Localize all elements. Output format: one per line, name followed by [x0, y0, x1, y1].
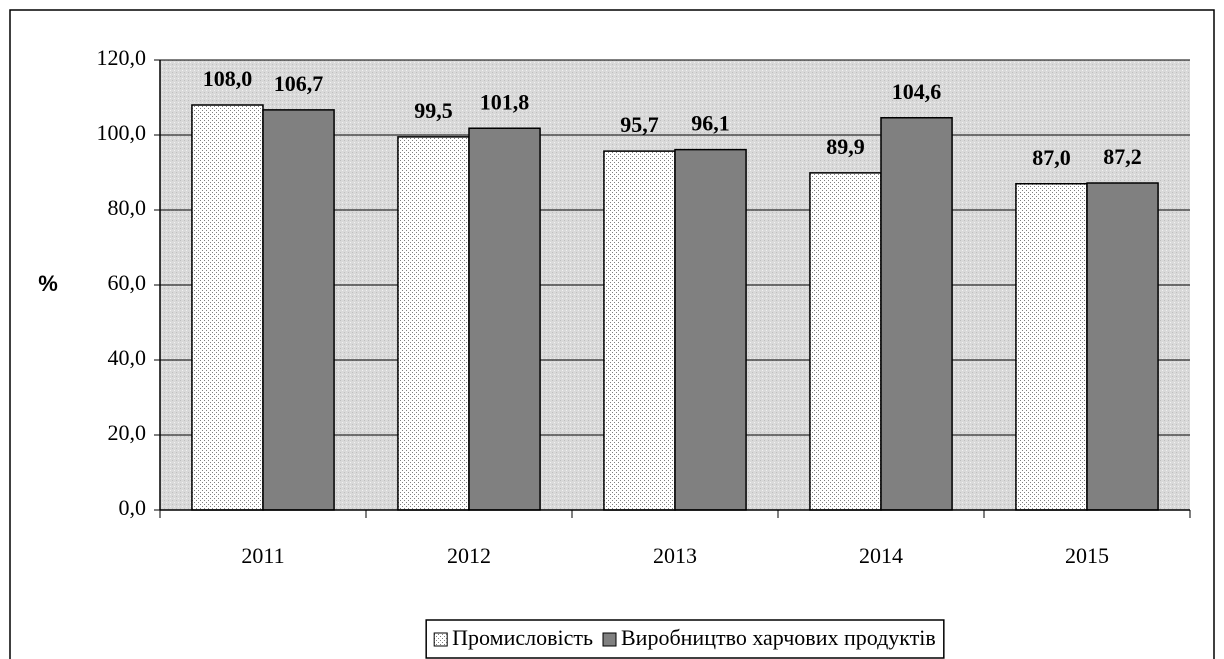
legend-label: Промисловість: [452, 625, 593, 650]
bar: [674, 148, 747, 511]
legend-swatch: [433, 632, 448, 647]
data-label: 96,1: [691, 111, 730, 136]
x-tick-label: 2015: [1065, 543, 1109, 568]
bar: [809, 172, 882, 511]
y-tick-label: 60,0: [108, 270, 147, 295]
data-label: 95,7: [620, 112, 659, 137]
bar: [1086, 182, 1159, 511]
bar: [191, 104, 264, 511]
x-tick-label: 2011: [241, 543, 284, 568]
data-label: 104,6: [892, 79, 942, 104]
y-tick-label: 100,0: [97, 120, 147, 145]
legend-box: [425, 619, 945, 659]
y-tick-label: 80,0: [108, 195, 147, 220]
x-tick-label: 2013: [653, 543, 697, 568]
bar: [880, 117, 953, 511]
data-label: 106,7: [274, 71, 324, 96]
y-axis-label: %: [38, 271, 58, 296]
y-tick-label: 20,0: [108, 420, 147, 445]
bar: [397, 136, 470, 511]
data-label: 87,0: [1032, 145, 1071, 170]
data-label: 101,8: [480, 89, 530, 114]
data-label: 89,9: [826, 134, 865, 159]
y-tick-label: 0,0: [119, 495, 147, 520]
bar: [1015, 183, 1088, 511]
legend-label: Виробництво харчових продуктів: [621, 625, 936, 650]
x-tick-label: 2014: [859, 543, 903, 568]
x-tick-label: 2012: [447, 543, 491, 568]
bar: [262, 109, 335, 511]
y-tick-label: 40,0: [108, 345, 147, 370]
bar: [603, 150, 676, 511]
bar: [468, 127, 541, 511]
legend-swatch: [602, 632, 617, 647]
data-label: 87,2: [1103, 144, 1142, 169]
data-label: 99,5: [414, 98, 453, 123]
data-label: 108,0: [203, 66, 253, 91]
y-tick-label: 120,0: [97, 45, 147, 70]
